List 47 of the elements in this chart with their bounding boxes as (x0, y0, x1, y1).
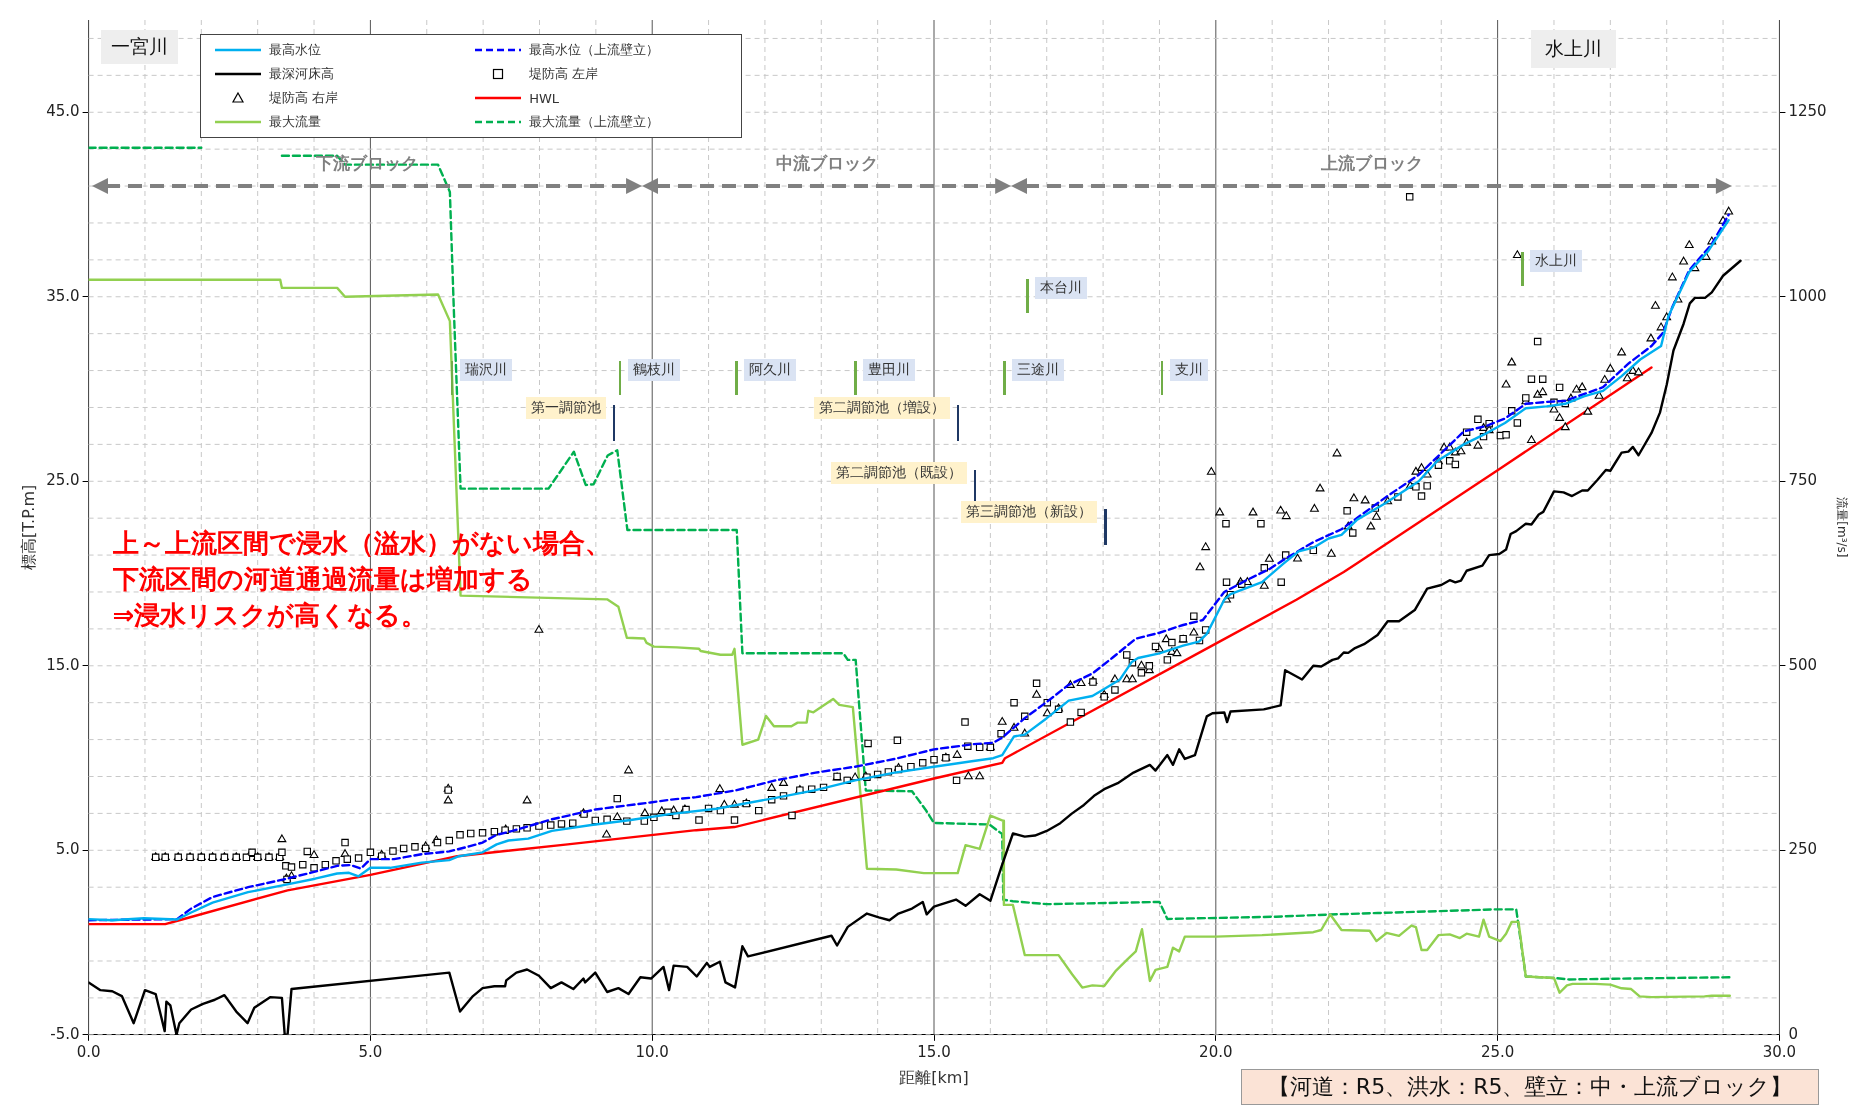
y2-tick-label: 500 (1788, 655, 1818, 674)
y-tick-label: 45.0 (46, 102, 80, 121)
annotation: 豊田川 (863, 358, 916, 381)
y2-tick-label: 1250 (1788, 102, 1827, 121)
legend-label: 最深河床高 (269, 65, 335, 83)
legend-label: 堤防高 右岸 (269, 89, 339, 107)
annotation: 瑞沢川 (459, 358, 512, 381)
x-tick-label: 25.0 (1480, 1042, 1515, 1061)
x-tick-label: 0.0 (76, 1042, 101, 1061)
annotation: 支川 (1169, 358, 1208, 381)
annotation: 水上川 (1530, 249, 1583, 272)
x-tick-label: 5.0 (358, 1042, 383, 1061)
annotation: 第二調節池（既設） (830, 461, 967, 484)
y-tick-label: 35.0 (46, 286, 80, 305)
y-tick-label: 5.0 (55, 840, 80, 859)
x-tick-label: 10.0 (635, 1042, 669, 1061)
y2-axis-title: 流量[m³/s] (1834, 497, 1849, 558)
x-tick-label: 15.0 (917, 1042, 951, 1061)
annotation: 第一調節池 (525, 397, 606, 420)
annotation: 本台川 (1035, 277, 1087, 300)
legend-label: HWL (529, 90, 560, 106)
legend-label: 最大流量（上流壁立） (529, 113, 660, 131)
annotation: 水上川 (1531, 30, 1617, 68)
x-tick-label: 30.0 (1762, 1042, 1797, 1061)
y-tick-label: -5.0 (50, 1024, 80, 1043)
y2-tick-label: 750 (1788, 471, 1818, 490)
annotation: 三途川 (1012, 358, 1065, 381)
annotation: 中流ブロック (775, 152, 878, 176)
x-axis-title: 距離[km] (899, 1067, 969, 1087)
y-tick-label: 25.0 (46, 471, 80, 490)
annotation: 一宮川 (100, 30, 178, 64)
x-tick-label: 20.0 (1199, 1042, 1233, 1061)
annotation: 第三調節池（新設） (961, 500, 1098, 523)
legend-label: 最大流量 (269, 113, 322, 131)
legend-label: 最高水位 (269, 41, 322, 59)
legend-label: 最高水位（上流壁立） (529, 41, 660, 59)
annotation: 第二調節池（増設） (813, 397, 950, 420)
annotation: 阿久川 (744, 358, 797, 381)
y-axis-title: 標高[T.P.m] (18, 484, 38, 571)
annotation: 上流ブロック (1320, 152, 1423, 176)
annotation: 鶴枝川 (627, 358, 680, 381)
y2-tick-label: 0 (1788, 1024, 1798, 1043)
y2-tick-label: 250 (1788, 840, 1818, 859)
y2-tick-label: 1000 (1788, 286, 1827, 305)
y-tick-label: 15.0 (46, 655, 80, 674)
text: 【河道：R5、洪水：R5、壁立：中・上流ブロック】 (1240, 1068, 1820, 1105)
legend-label: 堤防高 左岸 (529, 65, 599, 83)
